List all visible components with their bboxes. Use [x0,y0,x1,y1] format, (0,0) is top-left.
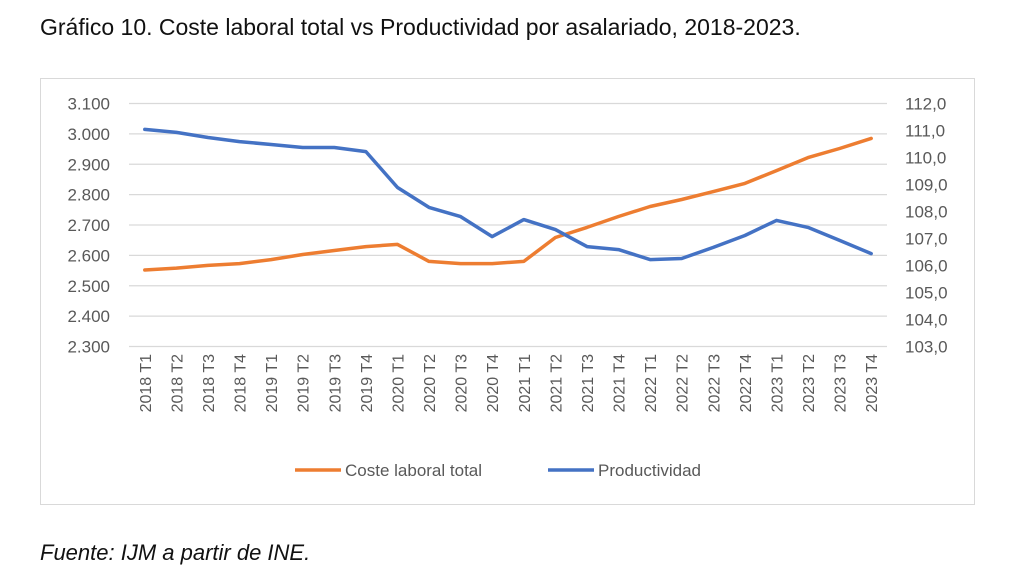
source-note: Fuente: IJM a partir de INE. [40,540,311,565]
x-axis-tick-label: 2023 T4 [864,354,881,413]
legend-label: Productividad [598,461,701,480]
right-axis-tick-label: 105,0 [905,284,948,303]
right-axis-tick-label: 108,0 [905,203,948,222]
x-axis-tick-label: 2019 T4 [359,354,376,413]
x-axis-tick-label: 2018 T3 [201,354,218,413]
series-line-productividad [143,127,873,262]
right-axis-tick-label: 104,0 [905,311,948,330]
x-axis-tick-label: 2020 T2 [422,354,439,413]
x-axis-tick-label: 2018 T4 [233,354,250,413]
x-axis-tick-label: 2020 T3 [454,354,471,413]
x-axis-tick-label: 2023 T3 [833,354,850,413]
x-axis-tick-label: 2021 T2 [548,354,565,413]
right-axis-tick-label: 110,0 [905,149,946,168]
left-axis-tick-label: 3.100 [67,95,110,114]
right-axis-tick-label: 111,0 [905,122,945,141]
chart-frame [40,78,975,505]
right-axis-tick-label: 107,0 [905,230,948,249]
x-axis-tick-label: 2022 T1 [643,354,660,413]
right-axis-tick-label: 112,0 [905,95,946,114]
left-axis-tick-label: 2.300 [67,338,110,357]
x-axis-tick-label: 2022 T3 [706,354,723,413]
x-axis-tick-label: 2019 T1 [264,354,281,413]
left-axis-tick-label: 2.400 [67,307,110,326]
left-axis-tick-label: 2.700 [67,216,110,235]
x-axis-tick-label: 2022 T2 [675,354,692,413]
x-axis-tick-label: 2018 T1 [138,354,155,413]
left-axis-tick-label: 2.800 [67,186,110,205]
x-axis-tick-label: 2020 T4 [485,354,502,413]
chart-title: Gráfico 10. Coste laboral total vs Produ… [40,14,801,40]
series-line-coste-laboral [143,136,873,272]
x-axis-tick-label: 2021 T1 [517,354,534,413]
x-axis-tick-label: 2021 T3 [580,354,597,413]
x-axis-tick-label: 2023 T1 [769,354,786,413]
left-axis-tick-label: 2.600 [67,246,110,265]
right-axis-tick-label: 109,0 [905,176,948,195]
x-axis-tick-label: 2022 T4 [738,354,755,413]
x-axis-tick-label: 2019 T3 [327,354,344,413]
x-axis-tick-label: 2019 T2 [296,354,313,413]
x-axis-tick-label: 2023 T2 [801,354,818,413]
right-axis-tick-label: 103,0 [905,338,948,357]
x-axis-tick-label: 2020 T1 [390,354,407,413]
x-axis-tick-label: 2021 T4 [612,354,629,413]
x-axis-tick-label: 2018 T2 [169,354,186,413]
left-axis-tick-label: 2.900 [67,155,110,174]
left-axis-tick-label: 2.500 [67,277,110,296]
right-axis-tick-label: 106,0 [905,257,948,276]
left-axis-tick-label: 3.000 [67,125,110,144]
legend-label: Coste laboral total [345,461,482,480]
